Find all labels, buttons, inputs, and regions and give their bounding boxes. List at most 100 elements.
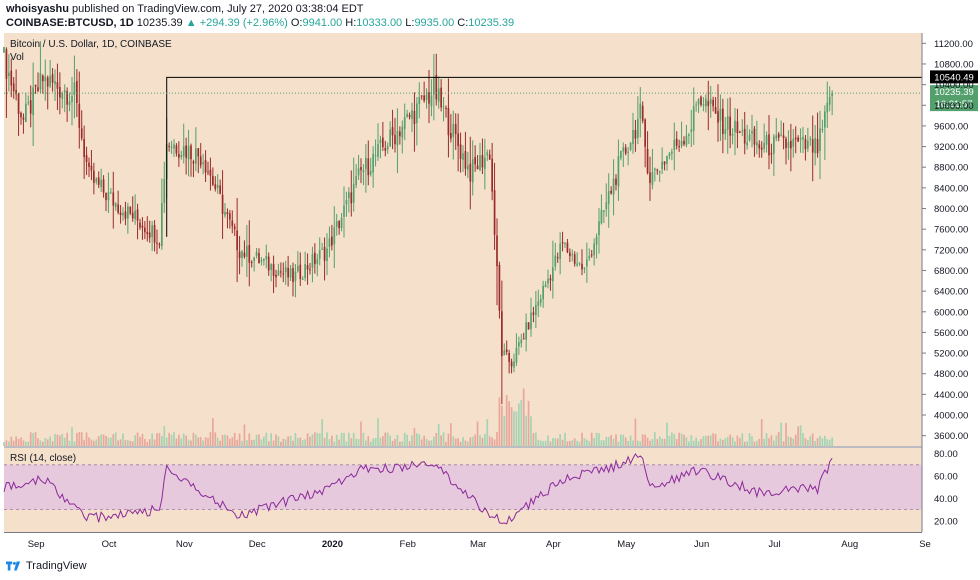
candle-body bbox=[59, 86, 61, 98]
candle-body bbox=[406, 113, 408, 118]
candle-body bbox=[277, 270, 280, 276]
volume-bar bbox=[369, 441, 372, 446]
volume-bar bbox=[683, 434, 685, 446]
volume-bar bbox=[430, 440, 433, 446]
volume-bar bbox=[753, 441, 756, 446]
volume-bar bbox=[593, 438, 595, 446]
candle-body bbox=[532, 312, 535, 315]
candle-body bbox=[326, 248, 328, 261]
volume-bar bbox=[83, 439, 85, 446]
volume-bar bbox=[384, 432, 387, 446]
candle-body bbox=[799, 137, 802, 140]
footer-brand[interactable]: TradingView bbox=[26, 560, 87, 572]
candle-body bbox=[501, 311, 503, 357]
candle-body bbox=[605, 202, 608, 210]
price-tick-label: 5600.00 bbox=[934, 328, 968, 339]
tradingview-logo-icon[interactable] bbox=[6, 561, 22, 571]
candle-body bbox=[122, 213, 124, 216]
candle-body bbox=[182, 146, 185, 157]
volume-bar bbox=[746, 441, 748, 446]
volume-bar bbox=[250, 439, 253, 446]
volume-bar bbox=[773, 440, 775, 446]
time-tick-label: Sep bbox=[28, 539, 45, 550]
candle-body bbox=[724, 129, 727, 135]
volume-bar bbox=[73, 441, 76, 446]
candle-body bbox=[430, 95, 433, 107]
volume-bar bbox=[396, 434, 399, 446]
candle-body bbox=[197, 148, 200, 157]
candle-body bbox=[513, 361, 515, 368]
volume-bar bbox=[292, 440, 294, 446]
candle-body bbox=[161, 203, 163, 247]
volume-bar bbox=[197, 437, 200, 446]
candle-body bbox=[428, 92, 430, 104]
candle-body bbox=[265, 256, 268, 259]
volume-bar bbox=[714, 433, 717, 446]
candle-body bbox=[233, 226, 236, 230]
candle-body bbox=[515, 347, 518, 363]
candle-body bbox=[12, 83, 15, 92]
volume-bar bbox=[195, 434, 197, 446]
volume-bar bbox=[675, 438, 678, 446]
resistance-line[interactable] bbox=[166, 76, 922, 237]
volume-bar bbox=[367, 436, 370, 446]
candle-body bbox=[632, 130, 634, 145]
candle-body bbox=[695, 104, 697, 106]
candle-body bbox=[117, 204, 119, 213]
candle-body bbox=[367, 158, 370, 176]
volume-bar bbox=[824, 435, 826, 446]
candle-body bbox=[464, 150, 467, 169]
candle-body bbox=[583, 267, 586, 269]
volume-bar bbox=[586, 439, 588, 446]
volume-bar bbox=[348, 432, 350, 446]
candle-body bbox=[335, 221, 338, 227]
volume-bar bbox=[90, 439, 93, 446]
volume-bar bbox=[612, 438, 615, 446]
candle-body bbox=[692, 106, 695, 131]
candle-body bbox=[396, 130, 399, 146]
volume-bar bbox=[318, 433, 321, 446]
volume-bar bbox=[816, 438, 819, 446]
candle-body bbox=[287, 267, 289, 278]
candle-body bbox=[311, 254, 314, 269]
candle-body bbox=[520, 339, 523, 344]
volume-bar bbox=[695, 437, 697, 446]
candle-body bbox=[93, 170, 95, 183]
volume-bar bbox=[408, 441, 411, 446]
candle-body bbox=[758, 144, 761, 149]
candle-body bbox=[73, 82, 76, 95]
volume-bar bbox=[705, 435, 707, 446]
candle-body bbox=[617, 156, 620, 187]
volume-bar bbox=[34, 432, 37, 446]
candle-body bbox=[292, 268, 294, 283]
candle-body bbox=[802, 136, 804, 140]
time-tick-label: Mar bbox=[470, 539, 486, 550]
volume-bar bbox=[112, 434, 115, 446]
volume-bar bbox=[661, 438, 663, 446]
candle-body bbox=[622, 147, 625, 152]
volume-bar bbox=[418, 434, 421, 446]
volume-bar bbox=[666, 422, 668, 446]
candle-body bbox=[656, 169, 659, 171]
volume-bar bbox=[620, 434, 622, 446]
volume-bar bbox=[365, 440, 367, 446]
candle-body bbox=[773, 136, 775, 154]
price-tick-label: 5200.00 bbox=[934, 349, 968, 360]
price-tick-label: 10000.00 bbox=[934, 101, 974, 112]
candle-body bbox=[328, 238, 331, 247]
candle-body bbox=[620, 150, 622, 158]
candle-body bbox=[284, 267, 287, 273]
volume-bar bbox=[403, 432, 406, 446]
volume-bar bbox=[797, 426, 799, 446]
volume-bar bbox=[136, 432, 139, 446]
volume-bar bbox=[209, 432, 212, 446]
candle-body bbox=[95, 178, 98, 182]
volume-bar bbox=[253, 439, 255, 446]
candle-body bbox=[323, 247, 326, 261]
open-value: 9941.00 bbox=[302, 17, 343, 29]
volume-bar bbox=[646, 437, 649, 446]
volume-bar bbox=[479, 435, 481, 446]
candle-body bbox=[588, 255, 591, 259]
publisher-name[interactable]: whoisyashu bbox=[6, 3, 69, 15]
